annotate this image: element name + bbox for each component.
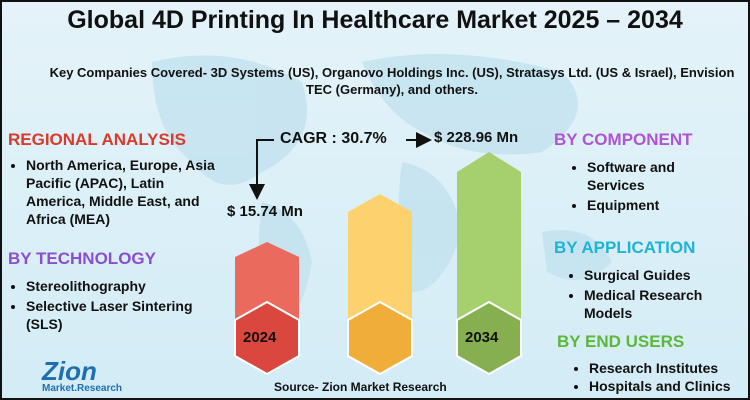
start-value: $ 15.74 Mn [227,203,303,220]
section-heading: BY COMPONENT [554,130,693,149]
arrow [249,139,274,200]
source: Source- Zion Market Research [274,380,447,394]
subtitle: Key Companies Covered- 3D Systems (US), … [49,65,735,97]
section-heading: BY END USERS [557,332,685,351]
list-item: Hospitals and Clinics [589,377,747,395]
section-heading: BY TECHNOLOGY [8,249,156,268]
section-heading: BY APPLICATION [554,238,696,257]
title: Global 4D Printing In Healthcare Market … [67,6,683,34]
list-item: Selective Laser Sintering (SLS) [26,297,196,333]
hexagon [234,300,300,376]
section-heading: REGIONAL ANALYSIS [8,130,186,149]
pillar [348,194,412,332]
section: BY COMPONENT Software and Services Equip… [554,130,744,216]
pillar [457,152,521,332]
start-year: 2024 [243,329,277,346]
list: Stereolithography Selective Laser Sinter… [8,277,196,333]
end-value: $ 228.96 Mn [434,129,519,146]
list: Surgical Guides Medical Research Models [554,266,734,322]
cagr: CAGR : 30.7% [280,130,387,147]
section: BY APPLICATION Surgical Guides Medical R… [554,238,744,324]
list-item: Research Institutes [589,359,747,377]
list-item: Medical Research Models [584,286,734,322]
list: Software and Services Equipment [554,158,707,214]
section: BY TECHNOLOGY Stereolithography Selectiv… [8,249,218,335]
hexagon [347,300,413,376]
list-item: Software and Services [587,158,707,194]
hexagon [456,300,522,376]
list-item: Surgical Guides [584,266,734,284]
end-year: 2034 [465,329,499,346]
logo-name: Zion [42,356,97,386]
list-item: North America, Europe, Asia Pacific (APA… [26,156,218,228]
section: BY END USERS Research Institutes Hospita… [557,332,747,395]
list: Research Institutes Hospitals and Clinic… [557,359,747,395]
pillar [235,242,299,332]
list-item: Equipment [587,196,707,214]
list: North America, Europe, Asia Pacific (APA… [8,156,218,228]
section: REGIONAL ANALYSIS North America, Europe,… [8,130,218,230]
list-item: Stereolithography [26,277,196,295]
logo-tagline: Market.Research [42,383,123,394]
